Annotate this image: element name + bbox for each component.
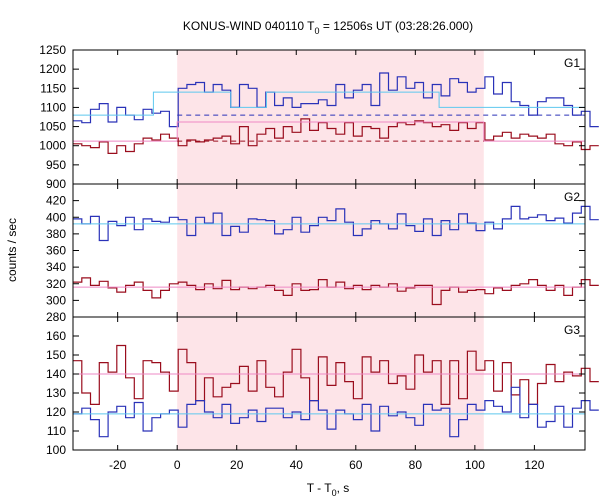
y-tick-label: 900 xyxy=(46,177,66,191)
panel-g3: 100 110 120 130 140 150 160 G3 xyxy=(46,316,599,457)
y-tick-label: 1250 xyxy=(39,43,66,57)
y-tick-label: 130 xyxy=(46,386,66,400)
x-tick-label: 0 xyxy=(174,458,181,472)
series-g3-blue-counts-1 xyxy=(73,386,599,438)
panel-label-g1: G1 xyxy=(564,56,580,70)
panel-g1: 900 950 1000 1050 1100 1150 1200 1250 G1 xyxy=(39,43,599,191)
y-tick-label: 400 xyxy=(46,210,66,224)
panel-label-g2: G2 xyxy=(564,190,580,204)
y-tick-label: 380 xyxy=(46,227,66,241)
x-tick-label: 40 xyxy=(290,458,304,472)
y-tick-label: 300 xyxy=(46,293,66,307)
y-tick-label: 360 xyxy=(46,244,66,258)
panel-label-g3: G3 xyxy=(564,323,580,337)
y-tick-label: 100 xyxy=(46,443,66,457)
x-tick-label: 120 xyxy=(524,458,544,472)
y-tick-label: 150 xyxy=(46,348,66,362)
series-g1-blue-counts-0 xyxy=(73,72,599,128)
y-tick-label: 320 xyxy=(46,277,66,291)
y-tick-label: 120 xyxy=(46,405,66,419)
panel-g2: 280 300 320 340 360 380 400 420 G2 xyxy=(46,183,599,324)
y-tick-label: 1050 xyxy=(39,120,66,134)
highlight-interval xyxy=(177,50,484,450)
y-tick-label: 1150 xyxy=(40,81,66,95)
x-tick-label: 20 xyxy=(230,458,244,472)
y-tick-label: 280 xyxy=(46,310,66,324)
y-tick-label: 160 xyxy=(46,329,66,343)
panel-frame-g3 xyxy=(72,316,586,451)
y-axis-label: counts / sec xyxy=(5,218,19,282)
y-tick-label: 140 xyxy=(46,367,66,381)
series-g2-blue-counts-0 xyxy=(73,205,599,242)
y-tick-label: 340 xyxy=(46,260,66,274)
series-g1-red-counts-1 xyxy=(73,118,599,154)
x-tick-label: -20 xyxy=(109,458,127,472)
y-tick-label: 110 xyxy=(47,424,66,438)
x-axis-label: T - T0, s xyxy=(307,481,350,498)
y-tick-label: 1000 xyxy=(39,139,66,153)
y-tick-label: 420 xyxy=(46,194,66,208)
y-tick-label: 950 xyxy=(46,158,66,172)
y-tick-label: 1100 xyxy=(40,100,66,114)
y-tick-label: 1200 xyxy=(39,62,66,76)
x-tick-label: 80 xyxy=(409,458,423,472)
x-tick-label: 60 xyxy=(349,458,363,472)
chart-panels: 900950100010501100115012001250G128030032… xyxy=(39,43,599,472)
series-g1-light_blue-level-2 xyxy=(73,91,585,116)
x-tick-label: 100 xyxy=(465,458,485,472)
chart-title: KONUS-WIND 040110 T0 = 12506s UT (03:28:… xyxy=(183,19,473,36)
series-g1-pink-level-3 xyxy=(73,121,585,142)
